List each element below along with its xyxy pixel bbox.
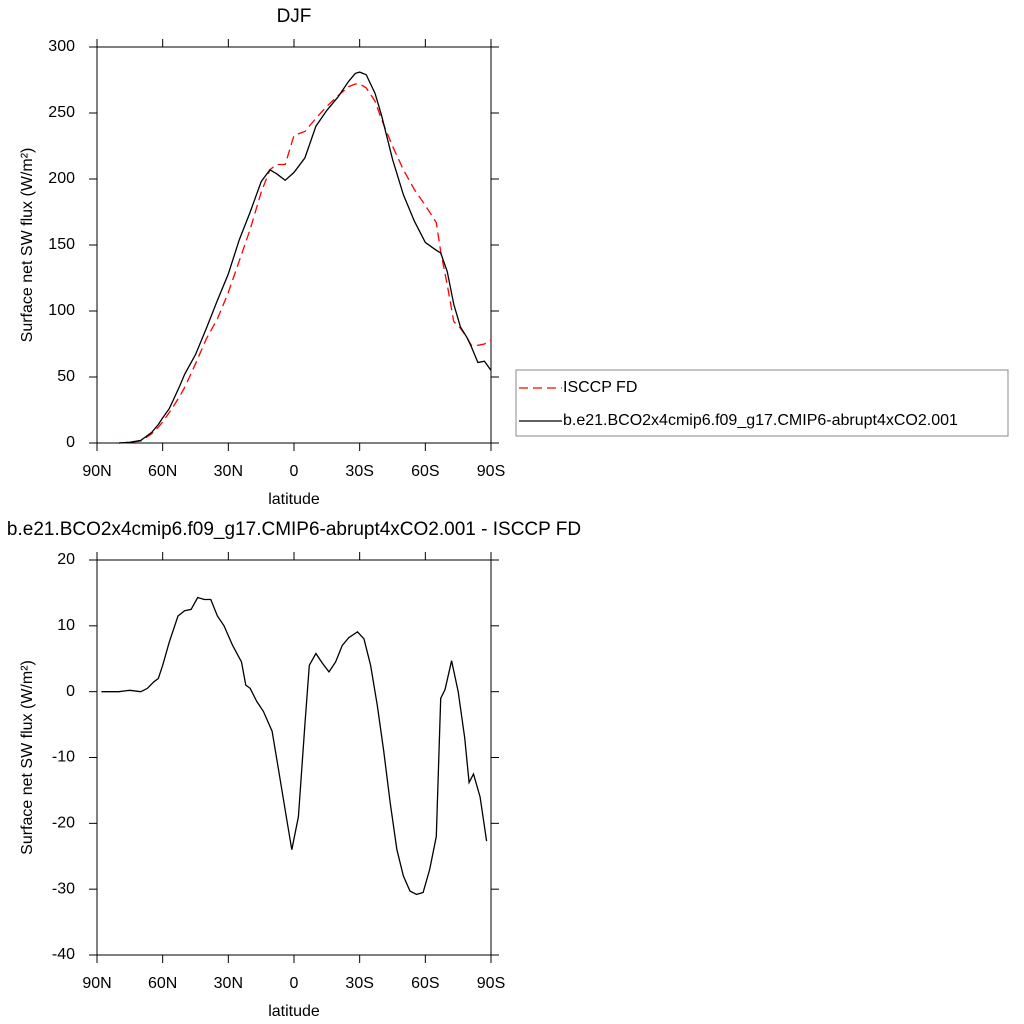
y-tick-label: 0 bbox=[66, 683, 75, 700]
data-line bbox=[118, 83, 492, 444]
y-tick-label: 250 bbox=[48, 104, 75, 121]
y-tick-label: 50 bbox=[57, 368, 75, 385]
plot-frame bbox=[96, 559, 492, 956]
y-tick-label: 300 bbox=[48, 38, 75, 55]
y-tick-label: -40 bbox=[52, 946, 75, 963]
x-tick-label: 90S bbox=[477, 463, 505, 480]
chart-title: b.e21.BCO2x4cmip6.f09_g17.CMIP6-abrupt4x… bbox=[7, 519, 581, 540]
y-axis-label: Surface net SW flux (W/m²) bbox=[19, 148, 36, 343]
x-tick-label: 30S bbox=[345, 463, 373, 480]
x-tick-label: 60S bbox=[411, 975, 439, 992]
data-line bbox=[101, 596, 488, 896]
x-tick-label: 90S bbox=[477, 975, 505, 992]
y-tick-label: -10 bbox=[52, 749, 75, 766]
x-tick-label: 30S bbox=[345, 975, 373, 992]
legend-box bbox=[515, 369, 1009, 437]
chart-title: DJF bbox=[277, 6, 312, 27]
y-tick-label: 0 bbox=[66, 434, 75, 451]
y-tick-label: -30 bbox=[52, 880, 75, 897]
x-tick-label: 60S bbox=[411, 463, 439, 480]
x-tick-label: 90N bbox=[82, 463, 111, 480]
legend-label: ISCCP FD bbox=[563, 379, 637, 396]
x-tick-label: 0 bbox=[290, 463, 299, 480]
y-tick-label: 150 bbox=[48, 236, 75, 253]
y-tick-label: 10 bbox=[57, 617, 75, 634]
data-line bbox=[118, 71, 492, 444]
x-axis-label: latitude bbox=[268, 1003, 320, 1020]
y-tick-label: 200 bbox=[48, 170, 75, 187]
legend-label: b.e21.BCO2x4cmip6.f09_g17.CMIP6-abrupt4x… bbox=[563, 412, 958, 429]
plot-frame bbox=[96, 46, 492, 444]
x-tick-label: 30N bbox=[214, 975, 243, 992]
x-tick-label: 60N bbox=[148, 463, 177, 480]
y-axis-label: Surface net SW flux (W/m²) bbox=[19, 660, 36, 855]
y-tick-label: 100 bbox=[48, 302, 75, 319]
x-tick-label: 0 bbox=[290, 975, 299, 992]
x-tick-label: 60N bbox=[148, 975, 177, 992]
y-tick-label: 20 bbox=[57, 551, 75, 568]
x-tick-label: 30N bbox=[214, 463, 243, 480]
y-tick-label: -20 bbox=[52, 815, 75, 832]
x-tick-label: 90N bbox=[82, 975, 111, 992]
x-axis-label: latitude bbox=[268, 491, 320, 508]
